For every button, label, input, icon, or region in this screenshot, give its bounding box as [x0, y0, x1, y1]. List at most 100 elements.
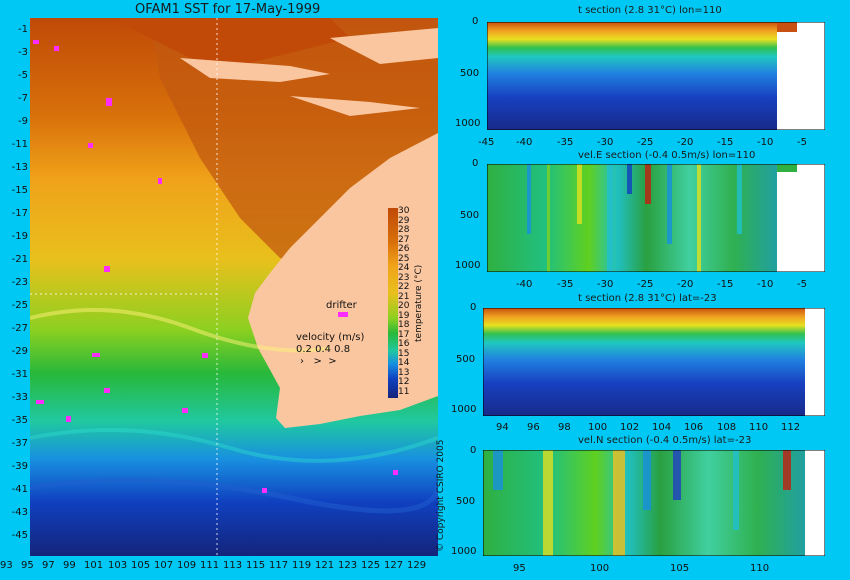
map-x-tick: 117 — [269, 560, 289, 571]
x-tick: -25 — [637, 137, 654, 148]
map-x-tick: 127 — [384, 560, 404, 571]
x-tick: 106 — [684, 422, 704, 433]
map-y-tick: -39 — [11, 461, 28, 472]
colorbar-value: 11 — [398, 386, 410, 397]
x-tick: 110 — [750, 563, 770, 574]
y-tick: 500 — [456, 496, 476, 507]
map-y-tick: -37 — [11, 438, 28, 449]
copyright: © Copyright CSIRO 2005 — [436, 439, 446, 552]
map-y-tick: -11 — [11, 139, 28, 150]
colorbar-value: 30 — [398, 206, 410, 216]
x-tick: -10 — [757, 137, 774, 148]
map-x-axis: 93 95 97 99 101 103 105 107 109 111 113 … — [0, 560, 440, 576]
drifter-label: drifter — [326, 300, 357, 311]
x-tick: -40 — [516, 279, 533, 290]
x-tick: -15 — [717, 279, 734, 290]
colorbar-value: 15 — [398, 348, 410, 359]
x-tick: 105 — [670, 563, 690, 574]
x-tick: -35 — [557, 279, 574, 290]
colorbar-label: temperature (°C) — [414, 264, 424, 342]
t-section-lat-plot — [482, 307, 826, 417]
map-x-tick: 115 — [246, 560, 266, 571]
x-tick: -25 — [637, 279, 654, 290]
panel-title: vel.N section (-0.4 0.5m/s) lat=-23 — [578, 435, 752, 446]
colorbar-value: 13 — [398, 367, 410, 378]
map-y-tick: -45 — [11, 530, 28, 541]
colorbar-value: 29 — [398, 215, 410, 226]
map-x-tick: 103 — [108, 560, 128, 571]
y-tick: 1000 — [455, 260, 481, 271]
colorbar-value: 25 — [398, 253, 410, 264]
colorbar-value: 21 — [398, 291, 410, 302]
map-y-tick: -33 — [11, 392, 28, 403]
x-tick: 94 — [496, 422, 509, 433]
map-x-tick: 97 — [42, 560, 55, 571]
sst-map — [29, 18, 441, 556]
map-y-tick: -3 — [18, 47, 28, 58]
map-y-tick: -29 — [11, 346, 28, 357]
x-tick: -45 — [478, 137, 495, 148]
colorbar-value: 20 — [398, 301, 410, 311]
vel-n-section-plot — [482, 449, 826, 557]
map-y-tick: -27 — [11, 323, 28, 334]
map-x-tick: 107 — [154, 560, 174, 571]
x-tick: -35 — [557, 137, 574, 148]
panel-title: t section (2.8 31°C) lon=110 — [578, 5, 722, 16]
map-x-tick: 111 — [200, 560, 220, 571]
colorbar-values: 30 29 28 27 26 25 24 23 22 21 20 19 18 1… — [398, 206, 416, 401]
y-tick: 1000 — [455, 118, 481, 129]
panel-title: vel.E section (-0.4 0.5m/s) lon=110 — [578, 150, 756, 161]
map-x-tick: 101 — [84, 560, 104, 571]
x-tick: -5 — [797, 279, 807, 290]
colorbar-value: 26 — [398, 244, 410, 254]
x-tick: -30 — [597, 137, 614, 148]
x-tick: 112 — [781, 422, 801, 433]
colorbar-value: 12 — [398, 377, 410, 387]
map-y-tick: -15 — [11, 185, 28, 196]
colorbar-value: 27 — [398, 234, 410, 245]
y-tick: 500 — [456, 354, 476, 365]
x-tick: -20 — [677, 137, 694, 148]
x-tick: -5 — [797, 137, 807, 148]
panel-title: t section (2.8 31°C) lat=-23 — [578, 293, 717, 304]
map-y-axis: -1 -3 -5 -7 -9 -11 -13 -15 -17 -19 -21 -… — [0, 24, 28, 564]
drifter-icon — [338, 312, 348, 317]
x-tick: 102 — [620, 422, 640, 433]
map-x-tick: 123 — [338, 560, 358, 571]
map-title: OFAM1 SST for 17-May-1999 — [135, 2, 321, 17]
map-y-tick: -31 — [11, 369, 28, 380]
colorbar-value: 18 — [398, 320, 410, 330]
map-y-tick: -7 — [18, 93, 28, 104]
x-tick: 108 — [717, 422, 737, 433]
y-tick: 1000 — [451, 546, 477, 557]
x-tick: -30 — [597, 279, 614, 290]
map-y-tick: -41 — [11, 484, 28, 495]
map-y-tick: -25 — [11, 300, 28, 311]
map-y-tick: -1 — [18, 24, 28, 35]
colorbar-value: 19 — [398, 310, 410, 321]
map-x-tick: 95 — [21, 560, 34, 571]
colorbar-value: 23 — [398, 272, 410, 283]
vel-e-section-plot — [486, 163, 826, 273]
y-tick: 0 — [472, 158, 479, 169]
map-x-tick: 119 — [292, 560, 312, 571]
velocity-label: velocity (m/s) — [296, 332, 365, 343]
y-tick: 0 — [470, 302, 477, 313]
y-tick: 500 — [460, 210, 480, 221]
map-y-tick: -21 — [11, 254, 28, 265]
colorbar-value: 17 — [398, 329, 410, 340]
x-tick: 100 — [590, 563, 610, 574]
map-x-tick: 125 — [361, 560, 381, 571]
x-tick: 98 — [558, 422, 571, 433]
x-tick: -40 — [516, 137, 533, 148]
y-tick: 500 — [460, 68, 480, 79]
velocity-scale: 0.2 0.4 0.8 — [296, 344, 351, 355]
map-y-tick: -43 — [11, 507, 28, 518]
map-x-tick: 109 — [177, 560, 197, 571]
map-x-tick: 105 — [131, 560, 151, 571]
x-tick: 100 — [588, 422, 608, 433]
map-y-tick: -13 — [11, 162, 28, 173]
map-x-tick: 99 — [63, 560, 76, 571]
t-section-lon-plot — [486, 21, 826, 131]
colorbar-value: 28 — [398, 225, 410, 235]
